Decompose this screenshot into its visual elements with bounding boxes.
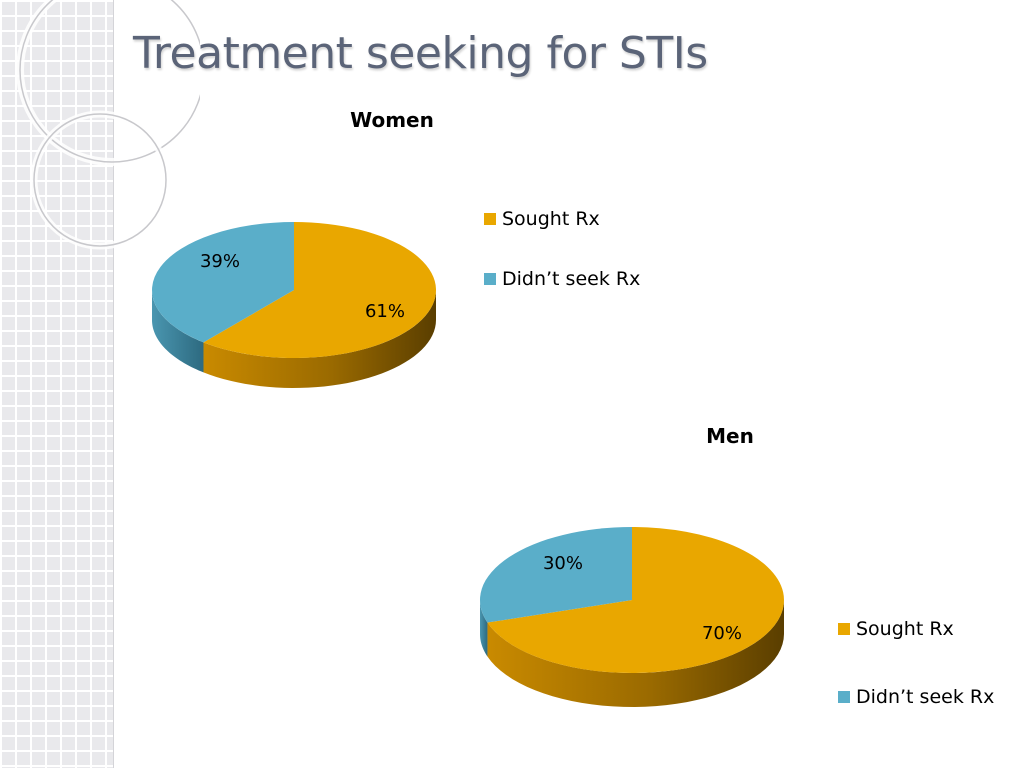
legend-label-didnt: Didn’t seek Rx xyxy=(856,686,995,708)
legend-label-sought: Sought Rx xyxy=(856,618,954,640)
pie-slice-sought-rx xyxy=(203,222,437,358)
legend-swatch-didnt xyxy=(838,691,850,703)
legend-item-didnt: Didn’t seek Rx xyxy=(838,686,994,708)
legend-item-sought: Sought Rx xyxy=(838,618,954,640)
legend-label-didnt: Didn’t seek Rx xyxy=(502,268,641,290)
chart-title-men: Men xyxy=(706,424,754,448)
slide-title: Treatment seeking for STIs xyxy=(133,28,708,79)
legend-item-sought: Sought Rx xyxy=(484,208,600,230)
data-label-women-sought: 61% xyxy=(365,301,405,322)
legend-swatch-sought xyxy=(838,623,850,635)
legend-item-didnt: Didn’t seek Rx xyxy=(484,268,640,290)
decorative-swirl xyxy=(16,0,200,250)
legend-swatch-sought xyxy=(484,213,496,225)
data-label-men-didnt: 30% xyxy=(543,553,583,574)
pie-side-sought-rx xyxy=(203,290,436,388)
pie-side-sought-rx xyxy=(487,600,784,707)
pie-side-didnt-seek-rx xyxy=(480,600,488,657)
data-label-men-sought: 70% xyxy=(702,623,742,644)
legend-men: Sought Rx Didn’t seek Rx xyxy=(838,618,1022,718)
legend-swatch-didnt xyxy=(484,273,496,285)
legend-label-sought: Sought Rx xyxy=(502,208,600,230)
pie-chart-women: Women 39% 61% xyxy=(152,108,437,388)
pie-side-didnt-seek-rx xyxy=(152,290,204,373)
data-label-women-didnt: 39% xyxy=(200,251,240,272)
pie-slice-sought-rx xyxy=(487,527,784,674)
chart-title-women: Women xyxy=(350,108,434,132)
pie-chart-men: Men 30% 70% xyxy=(479,424,784,707)
pie-slice-didnt-seek-rx xyxy=(152,222,294,343)
legend-women: Sought Rx Didn’t seek Rx xyxy=(484,208,684,298)
pie-slice-didnt-seek-rx xyxy=(479,527,632,623)
